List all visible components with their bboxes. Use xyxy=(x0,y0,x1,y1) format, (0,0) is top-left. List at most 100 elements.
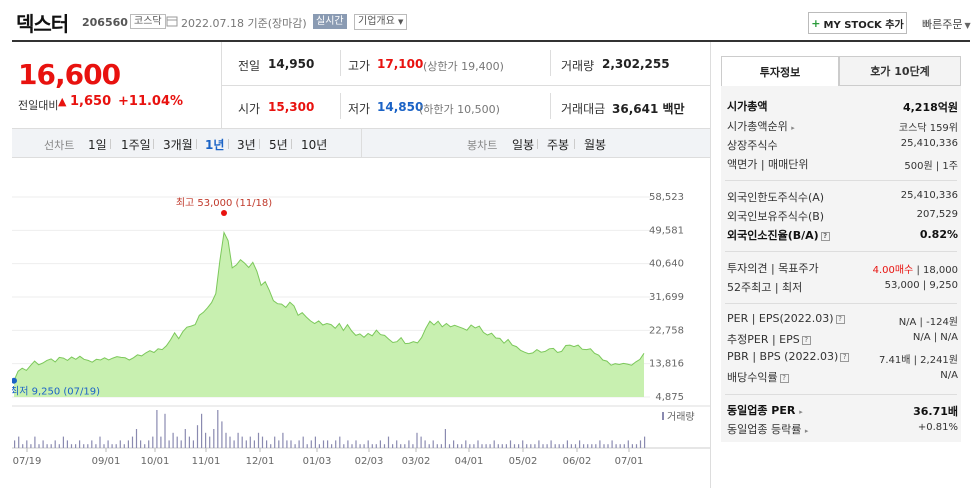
volume-bar xyxy=(420,436,422,448)
x-tick-label: 09/01 xyxy=(92,456,121,467)
y-tick-label: 58,523 xyxy=(649,192,684,203)
sector-change-value: +0.81% xyxy=(917,422,958,433)
volume-bar xyxy=(26,440,28,448)
period-1d[interactable]: 1일 xyxy=(88,138,107,152)
sector-per-label[interactable]: 동일업종 PER ▸ xyxy=(727,402,803,418)
foreign-ratio-label[interactable]: 외국인소진율(B/A)? xyxy=(727,227,830,243)
volume-bar xyxy=(46,444,48,448)
volume-bar xyxy=(367,440,369,448)
tab-order-book[interactable]: 호가 10단계 xyxy=(839,56,961,86)
market-cap-rank-label[interactable]: 시가총액순위 ▸ xyxy=(727,118,795,134)
help-icon[interactable]: ? xyxy=(820,231,830,241)
foreign-held-value: 207,529 xyxy=(916,209,958,220)
foreign-limit-value: 25,410,336 xyxy=(900,190,958,201)
volume-bar xyxy=(131,436,134,448)
volume-bar xyxy=(408,440,410,448)
volume-bar xyxy=(148,440,150,448)
est-per-text: 추정PER | EPS xyxy=(727,333,800,346)
period-1y[interactable]: 1년 xyxy=(205,138,225,152)
volume-bar xyxy=(209,436,211,448)
x-tick-label: 10/01 xyxy=(141,456,170,467)
volume-bar xyxy=(192,440,194,448)
volume-bar xyxy=(566,440,568,448)
current-price: 16,600 xyxy=(18,58,121,91)
listed-shares-label: 상장주식수 xyxy=(727,139,778,152)
volume-bar xyxy=(461,444,463,448)
y-tick-label: 49,581 xyxy=(649,225,684,236)
volume-bar xyxy=(205,432,207,448)
upper-limit: (상한가 19,400) xyxy=(423,60,504,73)
volume-legend: 거래량 xyxy=(667,411,695,423)
foreign-ratio-value: 0.82% xyxy=(919,228,958,241)
period-3y[interactable]: 3년 xyxy=(237,138,256,152)
volume-bar xyxy=(351,444,353,448)
realtime-button[interactable]: 실시간 xyxy=(313,14,347,29)
volume-bar xyxy=(79,440,81,448)
volume-bars xyxy=(12,405,710,449)
volume-bar xyxy=(335,440,337,448)
est-per-label[interactable]: 추정PER | EPS? xyxy=(727,331,811,347)
price-area xyxy=(14,232,644,397)
est-per-value: N/A | N/A xyxy=(912,332,958,343)
separator xyxy=(153,139,154,149)
volume-bar xyxy=(550,440,552,448)
volume-bar xyxy=(286,440,288,448)
separator xyxy=(110,139,111,149)
period-10y[interactable]: 10년 xyxy=(301,138,328,152)
dividend-label[interactable]: 배당수익률? xyxy=(727,369,789,385)
volume-bar xyxy=(42,440,44,448)
pbr-bps-label[interactable]: PBR | BPS (2022.03)? xyxy=(727,350,850,363)
foreign-limit-label: 외국인한도주식수(A) xyxy=(727,191,825,204)
sector-change-text: 동일업종 등락률 xyxy=(727,423,802,436)
help-icon[interactable]: ? xyxy=(801,335,811,345)
help-icon[interactable]: ? xyxy=(835,314,845,324)
volume-bar xyxy=(400,444,402,448)
section-divider xyxy=(725,251,957,252)
quick-order-dropdown[interactable]: 빠른주문 ▼ xyxy=(922,16,971,32)
volume-bar xyxy=(453,440,455,448)
volume-bar xyxy=(477,440,479,448)
volume-bar xyxy=(485,444,487,448)
volume-bar xyxy=(473,444,475,448)
candle-chart-label: 봉차트 xyxy=(467,139,498,152)
volume-bar xyxy=(603,444,605,448)
tab-invest-info[interactable]: 투자정보 xyxy=(721,56,839,86)
per-eps-label[interactable]: PER | EPS(2022.03)? xyxy=(727,312,845,325)
volume-bar xyxy=(493,440,495,448)
panel-divider xyxy=(710,42,711,488)
sector-change-label[interactable]: 동일업종 등락률 ▸ xyxy=(727,421,808,437)
y-tick-label: 13,816 xyxy=(649,359,684,370)
period-1w[interactable]: 1주일 xyxy=(121,138,151,152)
period-3m[interactable]: 3개월 xyxy=(163,138,193,152)
volume-bar xyxy=(599,440,601,448)
volume-bar xyxy=(579,440,581,448)
price-chart[interactable]: 58,523 49,581 40,640 31,699 22,758 13,816 4,87… xyxy=(12,186,710,486)
volume-bar xyxy=(530,444,532,448)
volume-bar xyxy=(310,440,312,448)
candle-monthly[interactable]: 월봉 xyxy=(584,138,607,152)
period-5y[interactable]: 5년 xyxy=(269,138,288,152)
volume-bar xyxy=(522,440,524,448)
volume-label: 거래량 xyxy=(561,59,595,73)
help-icon[interactable]: ? xyxy=(779,373,789,383)
open-label: 시가 xyxy=(238,102,261,116)
par-value-value: 500원 | 1주 xyxy=(904,161,958,172)
volume-bar xyxy=(465,440,467,448)
help-icon[interactable]: ? xyxy=(840,352,850,362)
mystock-add-button[interactable]: + MY STOCK 추가 xyxy=(808,12,907,34)
x-tick-label: 04/01 xyxy=(455,456,484,467)
volume-bar xyxy=(184,429,186,448)
candle-weekly[interactable]: 주봉 xyxy=(547,138,570,152)
volume-bar xyxy=(595,444,597,448)
volume-bar xyxy=(22,444,24,448)
company-info-dropdown[interactable]: 기업개요 ▼ xyxy=(354,14,408,30)
volume-bar xyxy=(562,444,564,448)
chevron-down-icon: ▼ xyxy=(398,18,404,26)
volume-bar xyxy=(518,444,520,448)
market-cap-rank-value: 코스닥 159위 xyxy=(898,123,958,134)
volume-bar xyxy=(135,429,138,448)
foreign-ratio-text: 외국인소진율(B/A) xyxy=(727,229,819,242)
candle-daily[interactable]: 일봉 xyxy=(512,138,535,152)
volume-bar xyxy=(233,440,235,448)
volume-bar xyxy=(611,440,613,448)
